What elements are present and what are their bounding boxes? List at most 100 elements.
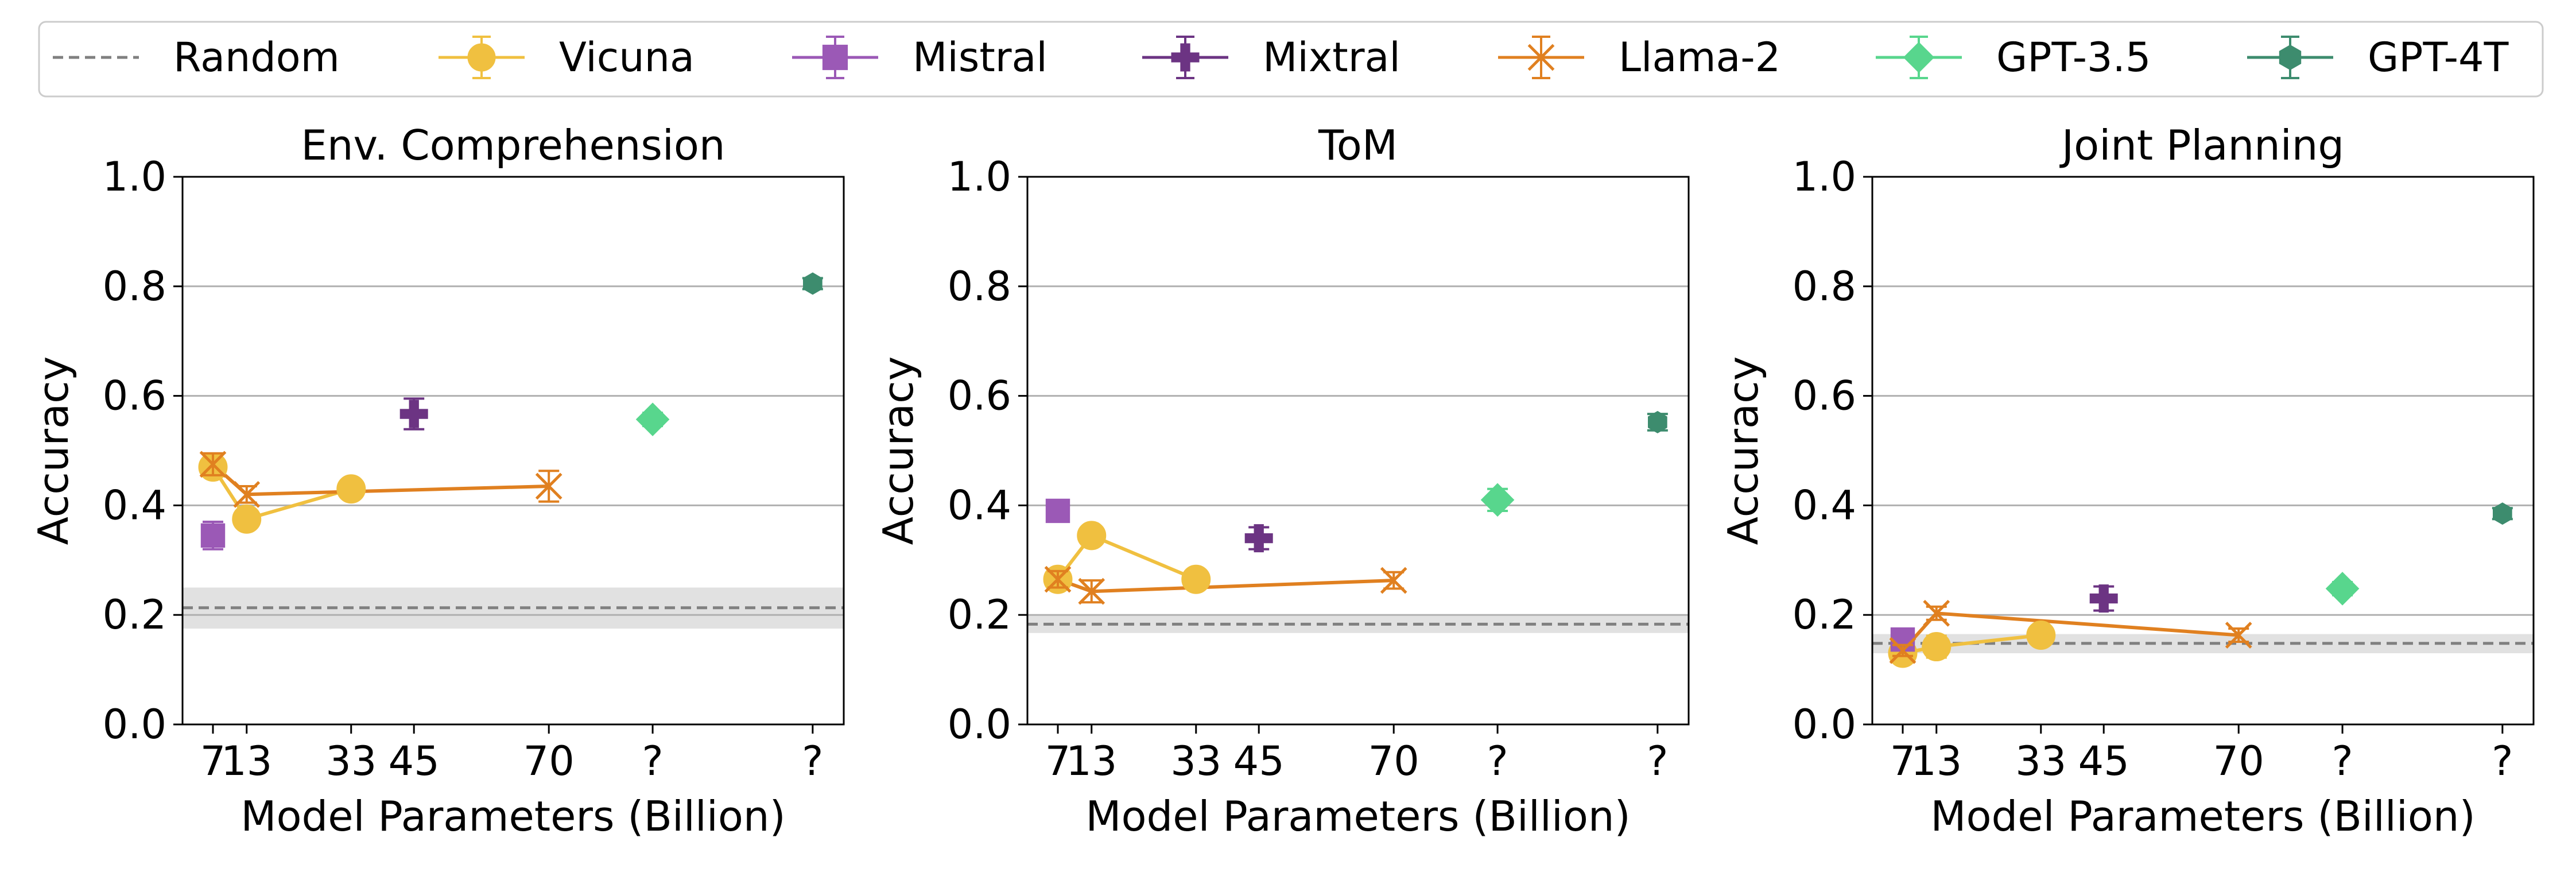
legend-label-random: Random — [173, 34, 340, 81]
series-mistral — [1045, 498, 1070, 524]
data-point-vicuna — [336, 474, 366, 504]
y-tick-label: 0.4 — [948, 482, 1011, 529]
y-tick-label: 0.4 — [103, 482, 166, 529]
y-tick-label: 1.0 — [948, 153, 1011, 200]
x-tick-label: ? — [642, 738, 663, 785]
data-point-gpt-3-5 — [1480, 483, 1515, 517]
plot-frame — [181, 176, 845, 726]
series-mixtral — [2089, 584, 2118, 613]
panel-title: Joint Planning — [2059, 121, 2344, 169]
y-axis-label: Accuracy — [874, 356, 922, 545]
data-point-mixtral — [1244, 524, 1273, 553]
plot-frame — [1026, 176, 1690, 726]
series-gpt-3-5 — [2325, 572, 2360, 606]
y-tick-label: 0.2 — [1793, 591, 1856, 638]
data-point-llama-2 — [535, 472, 562, 500]
x-tick-label: ? — [1647, 738, 1668, 785]
legend-item-gpt-3-5: GPT-3.5 — [1876, 34, 2151, 81]
data-point-gpt-4t — [803, 272, 823, 295]
x-tick-label: ? — [1487, 738, 1508, 785]
data-point-llama-2 — [2225, 622, 2252, 649]
data-point-llama-2 — [1380, 567, 1407, 594]
x-tick-label: 7 — [1890, 738, 1916, 785]
legend-item-mistral: Mistral — [792, 34, 1048, 81]
x-tick-label: 70 — [2213, 738, 2264, 785]
y-tick-label: 0.6 — [948, 373, 1011, 420]
panel-env-comprehension: 0.0 0.2 0.4 0.6 0.8 1.0 713 33 45 70? ? Env. Compre… — [29, 121, 845, 840]
legend-label-mixtral: Mixtral — [1263, 34, 1400, 81]
series-mistral — [200, 521, 226, 551]
series-gpt-4t — [2492, 502, 2513, 525]
series-llama-2 — [1889, 599, 2252, 664]
series-llama-2 — [199, 451, 562, 508]
x-axis-label: Model Parameters (Billion) — [240, 792, 785, 840]
series-mixtral — [1244, 524, 1273, 553]
panel-title: ToM — [1318, 121, 1398, 169]
data-point-mixtral — [399, 400, 428, 428]
x-tick-label: 13 — [1911, 738, 1962, 785]
data-point-llama-2 — [1889, 637, 1917, 664]
y-tick-label: 0.0 — [103, 701, 166, 748]
series-mixtral — [399, 397, 428, 431]
x-tick-label: 7 — [200, 738, 226, 785]
y-tick-label: 0.8 — [948, 263, 1011, 310]
series-line-llama-2 — [1057, 577, 1394, 594]
x-axis-label: Model Parameters (Billion) — [1930, 792, 2475, 840]
data-point-vicuna — [2026, 620, 2056, 650]
y-axis-label: Accuracy — [1719, 356, 1767, 545]
data-point-llama-2 — [1078, 577, 1105, 605]
plot-frame — [1871, 176, 2535, 726]
x-axis-label: Model Parameters (Billion) — [1085, 792, 1630, 840]
series-llama-2 — [1044, 565, 1407, 605]
y-tick-label: 1.0 — [103, 153, 166, 200]
legend-label-vicuna: Vicuna — [559, 34, 695, 81]
legend-item-llama-2: Llama-2 — [1498, 34, 1780, 81]
panel-tom: 0.0 0.2 0.4 0.6 0.8 1.0 713 33 45 70? ? ToM Model Pa… — [874, 121, 1690, 840]
x-tick-label: 7 — [1045, 738, 1071, 785]
legend-marker-mixtral — [1171, 43, 1200, 72]
panel-joint-planning: 0.0 0.2 0.4 0.6 0.8 1.0 713 33 45 70? ? Joint Plann… — [1719, 121, 2535, 840]
y-tick-label: 0.4 — [1793, 482, 1856, 529]
x-tick-label: 13 — [1066, 738, 1117, 785]
legend-label-gpt-3-5: GPT-3.5 — [1996, 34, 2151, 81]
legend-marker-gpt-3-5 — [1903, 41, 1935, 73]
series-gpt-3-5 — [1480, 483, 1515, 517]
data-point-vicuna — [1922, 632, 1952, 662]
x-tick-label: 13 — [221, 738, 272, 785]
legend-marker-mistral — [822, 44, 848, 71]
series-vicuna — [1043, 521, 1211, 594]
data-point-llama-2 — [1923, 599, 1950, 627]
y-tick-label: 0.6 — [1793, 373, 1856, 420]
series-line-llama-2 — [212, 463, 549, 497]
data-point-llama-2 — [199, 451, 227, 478]
legend-label-llama-2: Llama-2 — [1619, 34, 1780, 81]
data-point-vicuna — [232, 504, 262, 534]
series-gpt-3-5 — [635, 402, 670, 436]
legend-item-random: Random — [53, 34, 340, 81]
legend-label-gpt-4t: GPT-4T — [2368, 34, 2509, 81]
legend-marker-llama-2 — [1527, 44, 1555, 71]
x-tick-label: 70 — [1368, 738, 1419, 785]
x-tick-label: 45 — [2078, 738, 2129, 785]
data-point-vicuna — [1077, 521, 1107, 551]
x-tick-label: ? — [802, 738, 823, 785]
legend-item-mixtral: Mixtral — [1142, 34, 1400, 81]
data-point-llama-2 — [1044, 565, 1072, 593]
x-tick-label: 33 — [325, 738, 377, 785]
legend-item-gpt-4t: GPT-4T — [2247, 34, 2509, 81]
data-point-gpt-3-5 — [635, 402, 670, 436]
data-point-mixtral — [2089, 584, 2118, 613]
legend: Random Vicuna Mistral Mixtral Llama-2 GPT-3.5… — [38, 21, 2544, 98]
x-tick-label: ? — [2492, 738, 2513, 785]
y-tick-label: 0.6 — [103, 373, 166, 420]
x-tick-label: 33 — [2015, 738, 2066, 785]
y-tick-label: 0.8 — [103, 263, 166, 310]
y-tick-label: 0.0 — [1793, 701, 1856, 748]
y-tick-label: 0.0 — [948, 701, 1011, 748]
y-tick-label: 0.2 — [103, 591, 166, 638]
x-tick-label: 45 — [1233, 738, 1285, 785]
legend-label-mistral: Mistral — [913, 34, 1048, 81]
data-point-mistral — [1045, 498, 1070, 524]
data-point-mistral — [200, 523, 226, 548]
